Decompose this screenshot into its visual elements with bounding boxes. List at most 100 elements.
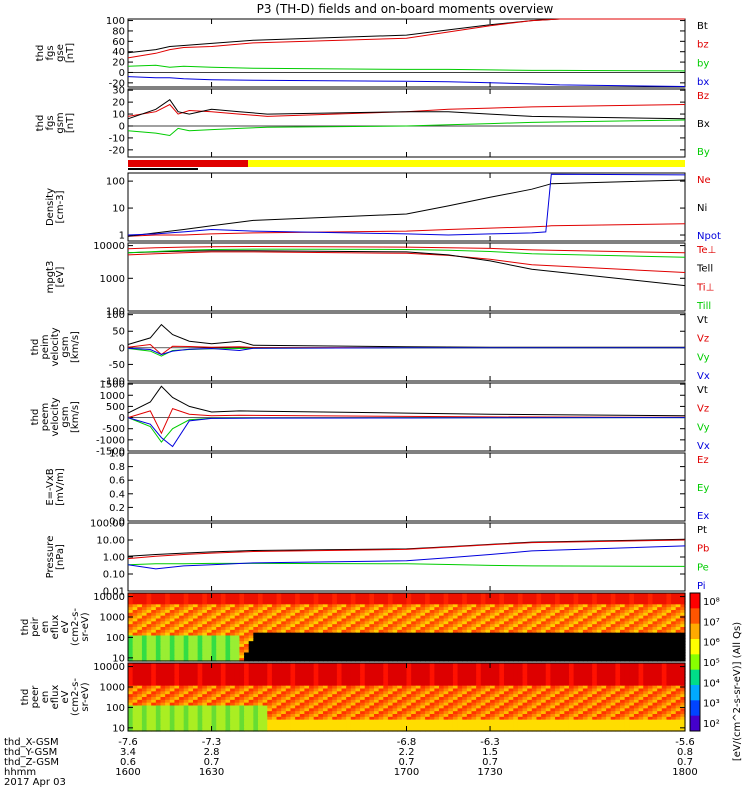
spectrogram-cell (355, 635, 361, 639)
spectrogram-cell (411, 655, 417, 659)
spectrogram-cell (128, 624, 134, 628)
spectrogram-cell (174, 610, 180, 614)
spectrogram-cell (132, 694, 138, 698)
spectrogram-cell (448, 694, 454, 698)
spectrogram-cell (499, 697, 505, 701)
spectrogram-cell (141, 665, 148, 670)
spectrogram-cell (350, 598, 357, 603)
spectrogram-cell (383, 646, 389, 651)
spectrogram-cell (443, 694, 449, 698)
spectrogram-cell (160, 694, 166, 698)
spectrogram-cell (438, 635, 445, 639)
spectrogram-cell (485, 618, 491, 622)
spectrogram-cell (155, 601, 162, 605)
spectrogram-cell (387, 702, 394, 707)
spectrogram-cell (476, 694, 482, 698)
spectrogram-cell (220, 694, 227, 698)
spectrogram-cell (671, 646, 677, 651)
spectrogram-cell (466, 593, 473, 597)
spectrogram-cell (332, 604, 338, 608)
spectrogram-cell (680, 641, 686, 645)
spectrogram-cell (132, 674, 138, 678)
spectrogram-cell (155, 593, 162, 597)
spectrogram-cell (155, 649, 162, 654)
spectrogram-cell (503, 646, 510, 651)
spectrogram-cell (276, 688, 282, 692)
spectrogram-cell (257, 663, 264, 667)
spectrogram-cell (230, 671, 236, 675)
spectrogram-cell (211, 610, 217, 614)
spectrogram-cell (522, 621, 528, 625)
spectrogram-cell (285, 649, 292, 654)
spectrogram-cell (457, 699, 463, 704)
spectrogram-cell (494, 652, 500, 656)
spectrogram-cell (364, 658, 370, 662)
spectrogram-cell (420, 604, 426, 608)
spectrogram-cell (309, 635, 315, 639)
spectrogram-cell (541, 632, 547, 637)
spectrogram-cell (309, 621, 315, 625)
spectrogram-cell (309, 691, 315, 695)
spectrogram-cell (332, 677, 338, 681)
spectrogram-cell (188, 674, 194, 678)
spectrogram-cell (522, 668, 528, 673)
spectrogram-cell (513, 699, 519, 704)
spectrogram-cell (355, 627, 361, 631)
spectrogram-cell (578, 629, 584, 634)
spectrogram-cell (290, 665, 296, 670)
spectrogram-cell (559, 644, 565, 648)
spectrogram-cell (578, 699, 584, 704)
spectrogram-cell (476, 610, 482, 614)
spectrogram-cell (462, 699, 468, 704)
spectrogram-cell (452, 629, 459, 634)
spectrogram-cell (494, 615, 500, 620)
spectrogram-cell (360, 688, 366, 692)
spectrogram-cell (652, 665, 658, 670)
spectrogram-cell (490, 685, 496, 690)
spectrogram-cell (452, 677, 459, 681)
spectrogram-cell (573, 685, 579, 690)
spectrogram-cell (624, 694, 630, 698)
spectrogram-cell (536, 601, 542, 605)
spectrogram-cell (141, 699, 148, 704)
spectrogram-cell (494, 691, 500, 695)
spectrogram-cell (281, 671, 287, 675)
spectrogram-cell (666, 598, 672, 603)
spectrogram-cell (601, 688, 607, 692)
y-tick-label: 500 (106, 402, 125, 413)
spectrogram-cell (438, 624, 445, 628)
spectrogram-cell (671, 674, 677, 678)
spectrogram-cell (513, 685, 519, 690)
spectrogram-cell (202, 671, 208, 675)
spectrogram-cell (378, 691, 384, 695)
spectrogram-cell (239, 671, 245, 675)
spectrogram-cell (573, 652, 579, 656)
spectrogram-cell (503, 691, 510, 695)
spectrogram-cell (633, 671, 640, 675)
spectrogram-cell (452, 612, 459, 617)
spectrogram-cell (336, 668, 343, 673)
spectrogram-cell (425, 691, 431, 695)
spectrogram-cell (313, 680, 319, 684)
spectrogram-cell (671, 635, 677, 639)
spectrogram-cell (295, 665, 301, 670)
spectrogram-cell (378, 612, 384, 617)
spectrogram-cell (192, 685, 199, 690)
spectrogram-cell (480, 694, 487, 698)
spectrogram-cell (443, 610, 449, 614)
spectrogram-cell (327, 682, 333, 687)
spectrogram-cell (239, 663, 245, 667)
spectrogram-cell (188, 615, 194, 620)
spectrogram-cell (647, 629, 654, 634)
spectrogram-cell (355, 663, 361, 667)
spectrogram-cell (647, 618, 654, 622)
spectrogram-cell (527, 610, 533, 614)
spectrogram-cell (374, 624, 380, 628)
spectrogram-cell (151, 688, 157, 692)
spectrogram-cell (197, 697, 203, 701)
spectrogram-cell (582, 671, 589, 675)
spectrogram-cell (387, 691, 394, 695)
spectrogram-cell (322, 646, 329, 651)
spectrogram-cell (160, 641, 166, 645)
spectrogram-cell (132, 604, 138, 608)
